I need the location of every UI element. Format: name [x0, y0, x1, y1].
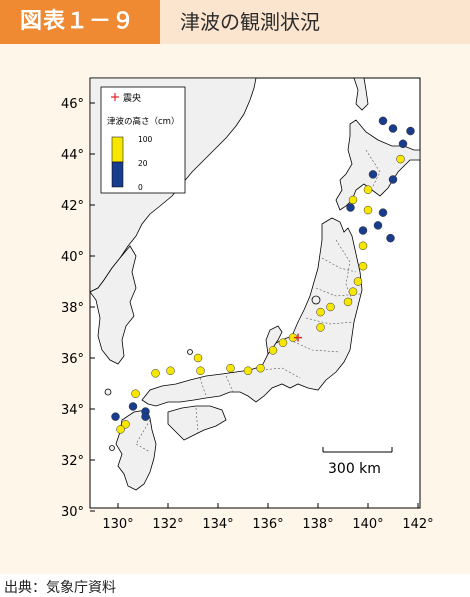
observation-point-high	[316, 323, 325, 332]
observation-point-high	[348, 195, 358, 205]
observation-point-high	[131, 389, 140, 398]
lat-tick-label: 40°	[61, 250, 84, 265]
lat-tick-label: 46°	[61, 97, 84, 112]
legend: 震央 津波の高さ（cm） 100 20 0	[100, 86, 186, 194]
observation-point-high	[363, 205, 373, 215]
legend-level-20: 20	[138, 159, 148, 168]
observation-point-low	[388, 124, 398, 133]
lat-tick-label: 32°	[61, 454, 84, 469]
observation-point-high	[278, 338, 288, 347]
page-title: 津波の観測状況	[180, 10, 320, 34]
observation-point-low	[358, 226, 368, 235]
observation-point-high	[196, 366, 205, 375]
observation-point-high	[358, 241, 368, 251]
scale-bar: 300 km	[322, 447, 393, 477]
observation-point-high	[396, 154, 405, 164]
legend-epicenter-label: 震央	[123, 92, 141, 104]
longitude-axis: 130° 132° 134° 136° 138° 140° 142°	[102, 503, 434, 532]
lat-tick-label: 44°	[61, 148, 84, 163]
observation-point-low	[111, 412, 120, 421]
observation-point-low	[141, 412, 150, 421]
lat-tick-label: 42°	[61, 199, 84, 214]
island-oki	[187, 349, 193, 355]
observation-point-low	[373, 221, 383, 230]
legend-level-0: 0	[138, 183, 143, 192]
observation-point-high	[343, 297, 353, 307]
lon-tick-label: 132°	[152, 517, 183, 532]
observation-point-high	[226, 363, 235, 373]
legend-height-label: 津波の高さ（cm）	[107, 116, 179, 127]
observation-point-high	[243, 366, 253, 375]
observation-point-high	[193, 353, 203, 363]
lat-tick-label: 36°	[61, 352, 84, 367]
observation-point-high	[268, 346, 278, 355]
epicenter-marker	[294, 333, 302, 342]
legend-level-100: 100	[138, 135, 153, 144]
source-note: 出典：気象庁資料	[4, 580, 116, 596]
lon-tick-label: 130°	[102, 517, 133, 532]
island-tsushima	[104, 388, 112, 396]
korean-peninsula	[90, 245, 137, 365]
observation-point-high	[353, 277, 363, 286]
observation-points	[111, 116, 415, 434]
lon-tick-label: 142°	[402, 517, 433, 532]
island-sado	[311, 295, 321, 305]
observation-point-high	[116, 425, 125, 434]
observation-point-low	[388, 175, 398, 184]
observation-point-low	[378, 208, 388, 217]
observation-point-high	[121, 420, 130, 429]
scale-bar-label: 300 km	[328, 461, 381, 477]
observation-point-low	[386, 233, 395, 243]
observation-point-high	[316, 307, 325, 317]
lat-tick-label: 38°	[61, 301, 84, 316]
observation-point-high	[256, 363, 265, 373]
lon-tick-label: 138°	[302, 517, 333, 532]
tsunami-observation-map: 46° 44° 42° 40° 38° 36° 34° 32° 30° 130° 132° 134°…	[61, 77, 434, 532]
observation-point-low	[398, 139, 408, 149]
observation-point-low	[406, 126, 415, 136]
figure-number-badge: 図表１－９	[0, 0, 160, 44]
sakhalin	[353, 78, 369, 111]
noto-peninsula	[265, 325, 283, 356]
lon-tick-label: 136°	[252, 517, 283, 532]
observation-point-low	[368, 170, 378, 179]
lon-tick-label: 140°	[352, 517, 383, 532]
legend-swatch-high	[111, 136, 124, 163]
observation-point-high	[348, 287, 358, 296]
observation-point-high	[358, 261, 368, 271]
latitude-axis: 46° 44° 42° 40° 38° 36° 34° 32° 30°	[61, 97, 95, 520]
observation-point-low	[346, 203, 355, 212]
shikoku	[167, 405, 227, 441]
observation-point-high	[326, 302, 335, 312]
lat-tick-label: 30°	[61, 505, 84, 520]
observation-point-high	[166, 366, 175, 375]
observation-point-high	[151, 369, 160, 378]
legend-swatch-low	[111, 161, 124, 188]
island-goto	[109, 445, 115, 451]
observation-point-low	[128, 402, 138, 411]
lon-tick-label: 134°	[202, 517, 233, 532]
observation-point-high	[363, 185, 373, 194]
lat-tick-label: 34°	[61, 403, 84, 418]
observation-point-low	[378, 116, 388, 126]
